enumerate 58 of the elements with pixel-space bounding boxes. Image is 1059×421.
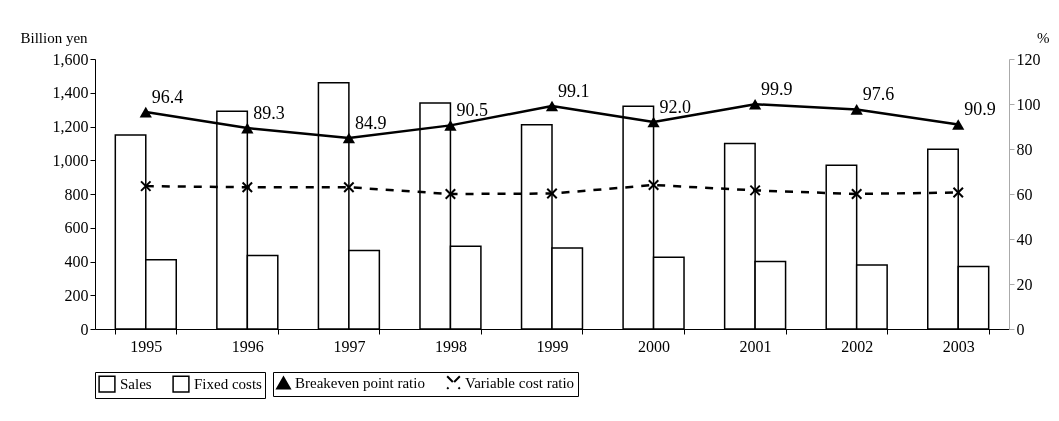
point [342, 132, 356, 144]
y-tick-label: 1,400 [52, 84, 89, 102]
point [444, 188, 457, 200]
point [546, 187, 558, 200]
y-tick-label: 0 [80, 320, 89, 338]
point [140, 180, 152, 192]
y-tick-label: 1,600 [52, 50, 89, 68]
data-label: 90.9 [964, 99, 996, 120]
y-tick-label: 200 [64, 286, 89, 304]
point [749, 184, 761, 197]
y2-tick-label: 20 [1016, 275, 1033, 293]
data-label: 92.0 [659, 97, 692, 117]
point [850, 188, 863, 200]
y2-tick-label: 80 [1016, 140, 1033, 158]
point [241, 122, 254, 134]
point [545, 100, 559, 112]
y-tick-label: 1,000 [52, 151, 89, 169]
y2-tick-label: 0 [1016, 320, 1025, 338]
y-tick-label: 400 [64, 253, 89, 270]
data-label: 99.1 [558, 81, 590, 102]
point [952, 186, 964, 199]
y2-tick-label: 120 [1016, 50, 1041, 68]
y-tick-label: 800 [64, 185, 89, 203]
point [850, 104, 863, 115]
point [748, 98, 762, 110]
x-tick-label: 2000 [638, 337, 671, 355]
legend-label: Fixed costs [194, 376, 263, 393]
point [647, 116, 660, 128]
data-label: 89.3 [253, 103, 285, 124]
point [139, 106, 152, 118]
y2-tick-label: 40 [1016, 230, 1033, 248]
x-tick-label: 2001 [739, 337, 772, 355]
data-label: 90.5 [456, 100, 488, 121]
y-tick-label: 600 [64, 219, 89, 237]
x-tick-label: 1995 [130, 337, 163, 355]
point [343, 181, 355, 193]
y-tick-label: 1,200 [52, 118, 89, 135]
data-label: 96.4 [151, 87, 184, 108]
legend-label: Variable cost ratio [465, 374, 575, 391]
x-tick-label: 1996 [231, 337, 264, 355]
y-axis-title: Billion yen [20, 29, 89, 46]
y2-tick-label: 60 [1016, 185, 1033, 203]
data-label: 97.6 [862, 84, 895, 105]
x-tick-label: 1997 [333, 337, 366, 355]
x-tick-label: 1998 [434, 337, 467, 355]
x-tick-label: 2003 [942, 337, 975, 355]
y2-tick-label: 100 [1016, 95, 1041, 113]
data-label: 84.9 [354, 112, 387, 133]
x-tick-label: 2002 [841, 337, 874, 355]
legend-label: Sales [120, 376, 152, 393]
data-label: 99.9 [761, 79, 793, 100]
point [444, 120, 457, 131]
y2-axis-title: % [1037, 29, 1050, 46]
point [952, 119, 965, 130]
x-tick-label: 1999 [536, 337, 569, 355]
point [647, 179, 660, 191]
point [241, 181, 254, 193]
legend-label: Breakeven point ratio [295, 375, 425, 392]
